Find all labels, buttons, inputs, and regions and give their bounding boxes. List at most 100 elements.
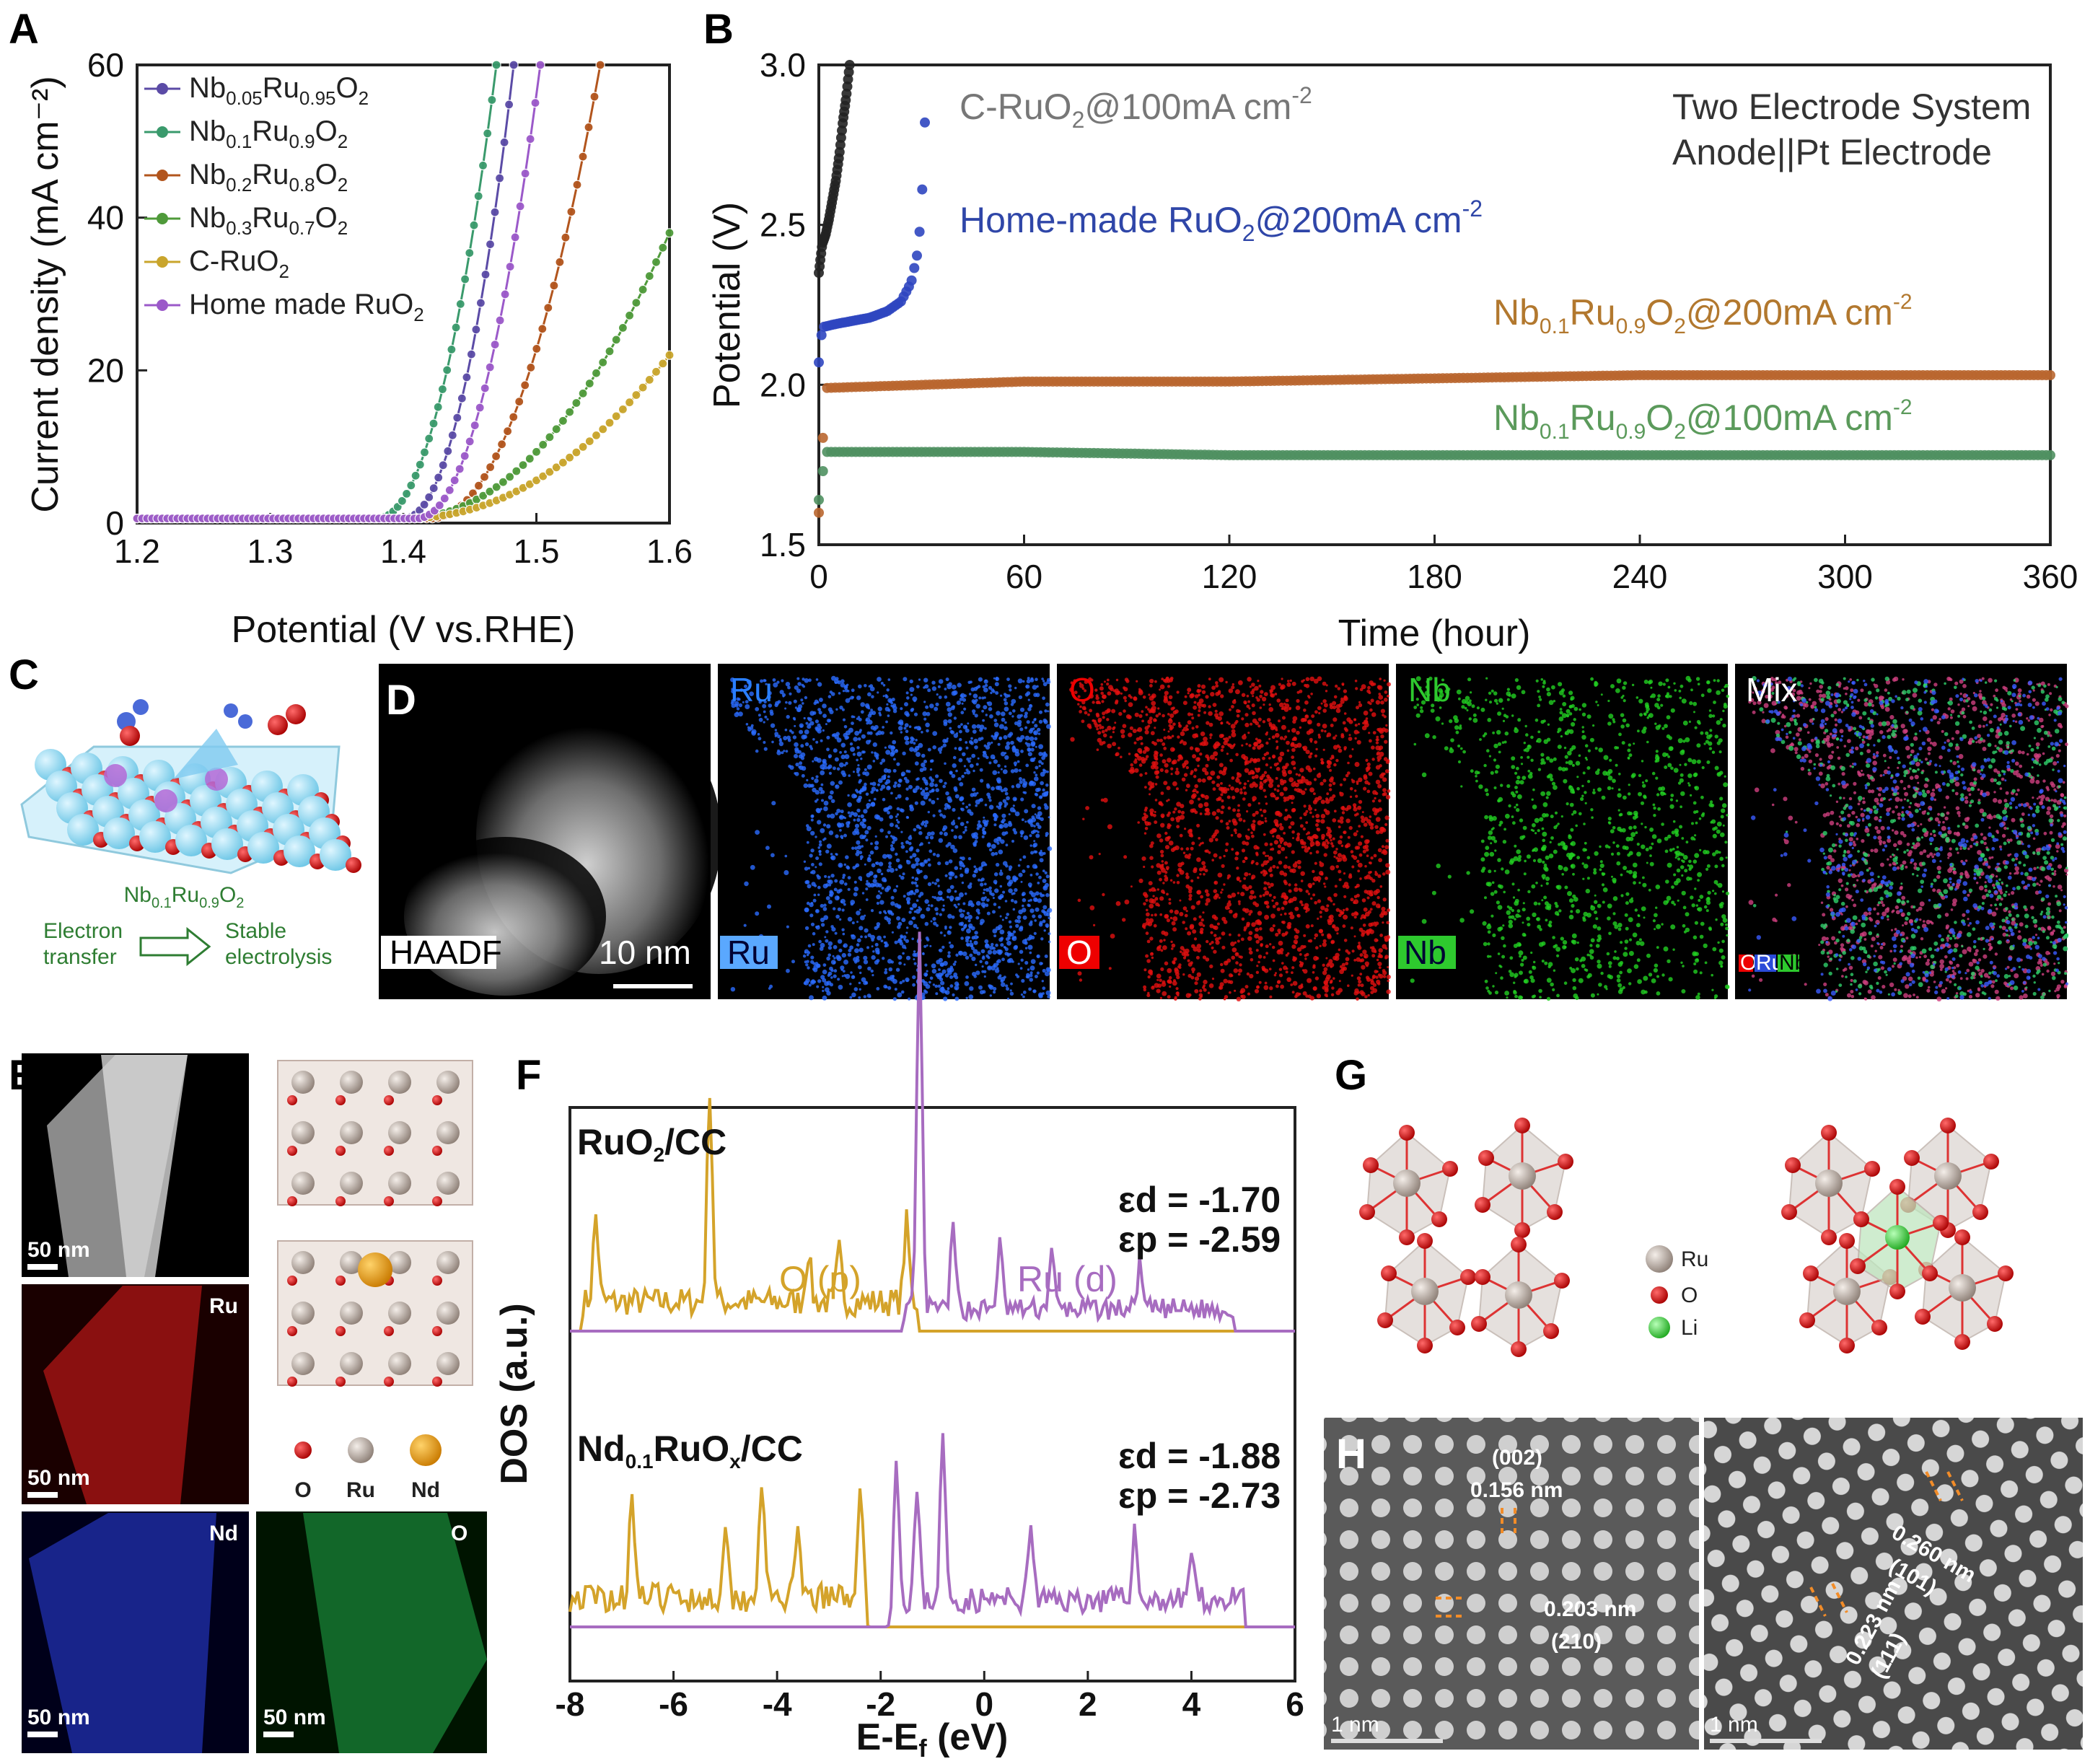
eds-dot [1299, 953, 1302, 956]
eds-dot [1048, 932, 1051, 936]
eds-dot [1204, 889, 1209, 893]
chart-b-label-nb100: Nb0.1Ru0.9O2@100mA cm-2 [1493, 395, 1913, 444]
eds-dot [1361, 898, 1366, 903]
eds-dot [870, 969, 874, 973]
eds-dot [1219, 734, 1224, 739]
eds-dot [970, 741, 974, 745]
eds-dot [805, 824, 809, 828]
chart-a-point [498, 477, 509, 487]
eds-dot [1297, 865, 1301, 869]
eds-dot [1038, 922, 1043, 927]
chart-b-annotation-1: Two Electrode System [1672, 87, 2031, 127]
eds-dot [1208, 722, 1213, 727]
eds-dot [822, 823, 827, 827]
eds-dot [1250, 831, 1253, 835]
eds-dot [830, 853, 833, 856]
eds-dot [1034, 813, 1037, 816]
eds-dot [832, 766, 836, 771]
eds-dot [856, 808, 861, 813]
eds-dot [1193, 917, 1197, 921]
eds-dot [1097, 717, 1102, 722]
eds-dot [877, 783, 881, 786]
eds-dot [1283, 864, 1288, 869]
eds-dot [896, 813, 900, 816]
eds-dot [804, 980, 809, 986]
eds-dot [1001, 813, 1006, 818]
eds-dot [1281, 677, 1283, 680]
eds-dot [957, 777, 962, 781]
eds-dot [833, 907, 836, 910]
eds-dot [952, 962, 957, 966]
eds-dot [817, 682, 822, 687]
eds-dot [1156, 833, 1162, 838]
eds-dot [1341, 811, 1345, 815]
eds-dot [909, 835, 912, 838]
eds-dot [1144, 726, 1149, 731]
eds-dot [922, 952, 925, 955]
eds-dot [871, 786, 877, 791]
eds-dot [1326, 904, 1330, 908]
eds-dot [849, 742, 853, 746]
eds-dot [1320, 916, 1322, 918]
eds-dot [1010, 898, 1014, 903]
eds-dot [1358, 799, 1363, 804]
eds-dot [843, 974, 847, 977]
eds-dot [813, 980, 817, 983]
eds-dot [873, 727, 877, 731]
eds-dot [991, 786, 995, 791]
eds-dot [1143, 812, 1146, 816]
eds-dot [1281, 906, 1285, 910]
eds-dot [1320, 702, 1323, 705]
chart-a-point [605, 346, 615, 356]
eds-dot [1047, 710, 1050, 713]
eds-dot [916, 848, 920, 853]
chart-a-point [591, 368, 602, 378]
eds-dot [952, 763, 957, 768]
eds-dot [1358, 703, 1363, 708]
eds-dot [1048, 916, 1050, 920]
eds-dot [1339, 791, 1344, 797]
eds-dot [867, 933, 871, 938]
eds-dot [954, 866, 959, 870]
eds-dot [1322, 939, 1327, 943]
eds-dot [1299, 817, 1302, 820]
chart-b-point [817, 432, 828, 443]
panel-label-c: C [9, 651, 39, 698]
eds-dot [847, 876, 851, 879]
eds-dot [1017, 915, 1022, 920]
eds-dot [1313, 955, 1318, 961]
eds-dot [1100, 691, 1104, 695]
eds-dot [1001, 957, 1005, 962]
eds-dot [902, 979, 905, 983]
eds-dot [875, 789, 879, 791]
eds-dot [1369, 825, 1374, 830]
eds-dot [1322, 724, 1327, 729]
eds-dot [995, 676, 998, 680]
eds-dot [923, 717, 927, 721]
eds-dot [972, 843, 977, 847]
eds-dot [979, 768, 983, 772]
eds-dot [1269, 943, 1272, 946]
eds-dot [1147, 708, 1150, 711]
eds-dot [874, 846, 879, 851]
eds-dot [987, 956, 991, 960]
eds-dot [1214, 758, 1218, 761]
eds-dot [1001, 711, 1006, 716]
eds-dot [1200, 731, 1206, 737]
eds-dot [1251, 703, 1255, 708]
eds-dot [880, 682, 884, 685]
eds-dot [997, 779, 1001, 784]
eds-dot [908, 920, 913, 926]
eds-dot [1012, 797, 1017, 802]
eds-dot [1237, 900, 1241, 903]
eds-dot [843, 863, 847, 866]
eds-dot [830, 781, 835, 786]
eds-dot [1226, 721, 1229, 724]
eds-dot [1366, 839, 1370, 843]
eds-dot [1206, 939, 1209, 944]
eds-dot [1212, 703, 1217, 707]
eds-dot [1180, 731, 1185, 737]
chart-a-legend: Nb0.05Ru0.95O2Nb0.1Ru0.9O2Nb0.2Ru0.8O2Nb… [144, 72, 424, 325]
eds-dot [1345, 908, 1349, 911]
